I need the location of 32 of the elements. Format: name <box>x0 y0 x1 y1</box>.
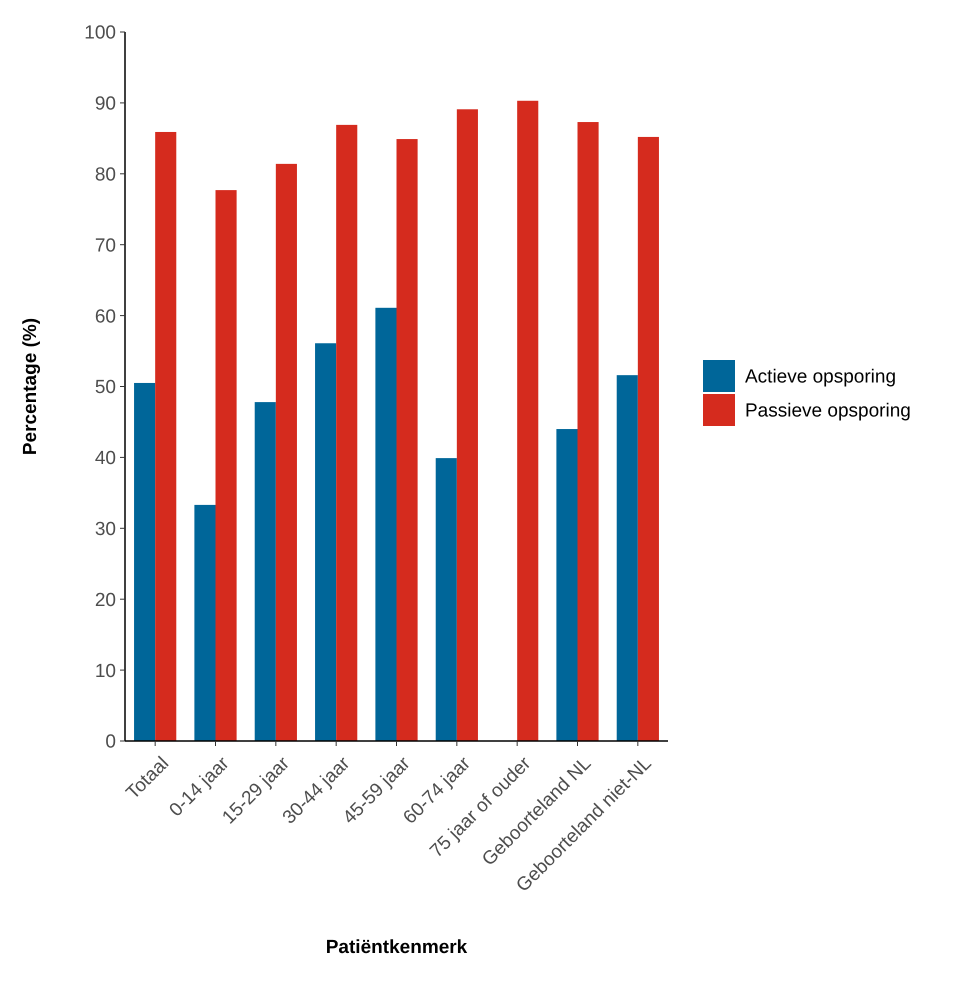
bar <box>254 402 276 741</box>
bar <box>155 132 176 741</box>
bar <box>396 139 418 741</box>
y-tick-label: 90 <box>94 94 116 115</box>
y-tick-label: 80 <box>94 164 116 186</box>
bar <box>315 343 336 741</box>
bar <box>556 429 578 741</box>
bar <box>375 308 396 741</box>
y-tick-label: 50 <box>94 377 116 398</box>
legend-label: Passieve opsporing <box>745 400 911 422</box>
bar <box>216 190 237 741</box>
bar <box>336 124 358 741</box>
bar <box>456 109 478 741</box>
bar <box>616 375 638 741</box>
y-tick-label: 0 <box>105 732 116 753</box>
bar <box>517 100 538 741</box>
legend-label: Actieve opsporing <box>745 366 896 388</box>
y-tick-label: 40 <box>94 448 116 470</box>
bar <box>194 504 216 741</box>
bar <box>276 164 297 741</box>
x-axis-title: Patiëntkenmerk <box>326 937 468 958</box>
y-axis-title: Percentage (%) <box>20 318 41 456</box>
bar <box>638 136 659 741</box>
bar <box>436 458 457 741</box>
y-tick-label: 70 <box>94 235 116 256</box>
y-tick-label: 60 <box>94 306 116 328</box>
y-tick-label: 100 <box>84 22 116 44</box>
y-tick-label: 20 <box>94 590 116 611</box>
y-tick-label: 30 <box>94 518 116 540</box>
y-tick-label: 10 <box>94 660 116 682</box>
bar <box>134 382 156 741</box>
bar <box>578 122 599 741</box>
